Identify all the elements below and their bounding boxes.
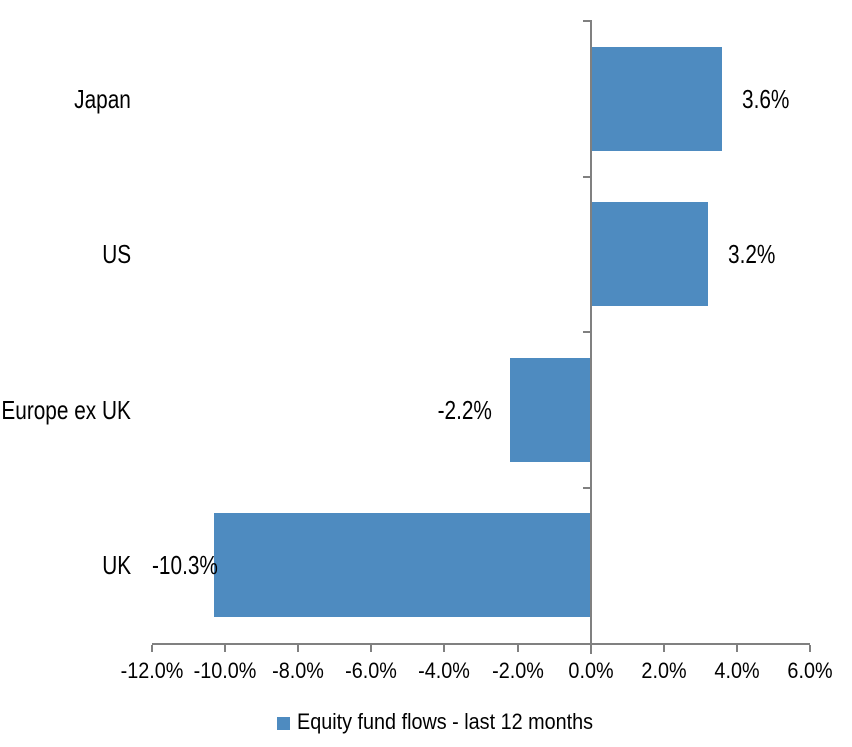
legend-swatch: [277, 717, 290, 730]
legend-label: Equity fund flows - last 12 months: [297, 709, 594, 734]
data-label-europe-ex-uk: -2.2%: [437, 394, 493, 425]
x-axis-tick: [809, 645, 811, 652]
bar-europe-ex-uk: [510, 357, 591, 462]
x-axis-tick: [297, 645, 300, 652]
x-tick-label: 6.0%: [787, 658, 833, 683]
x-axis-tick: [370, 645, 373, 652]
data-label-japan: 3.6%: [742, 83, 790, 114]
category-label-uk: UK: [102, 550, 131, 581]
y-axis-tick: [582, 486, 590, 489]
bar-uk: [214, 513, 591, 618]
category-label-us: US: [102, 239, 131, 270]
x-tick-label: 4.0%: [714, 658, 760, 683]
x-axis-tick: [224, 645, 227, 652]
x-axis-tick: [443, 645, 446, 652]
x-axis-line: [152, 643, 810, 645]
x-axis-tick: [662, 645, 665, 652]
x-axis-tick: [151, 645, 153, 652]
y-axis-tick: [582, 331, 590, 333]
y-axis-tick: [582, 20, 590, 22]
x-tick-label: -12.0%: [120, 658, 184, 683]
x-tick-label: -4.0%: [418, 658, 471, 683]
category-label-japan: Japan: [74, 83, 131, 114]
y-axis-tick: [582, 175, 590, 178]
category-label-europe-ex-uk: Europe ex UK: [1, 394, 132, 425]
x-axis-tick: [735, 645, 738, 652]
bar-us: [590, 202, 708, 307]
x-tick-label: -8.0%: [272, 658, 325, 683]
x-tick-label: 2.0%: [641, 658, 687, 683]
x-tick-label: -10.0%: [193, 658, 257, 683]
y-axis-line: [589, 20, 592, 643]
x-tick-label: -6.0%: [345, 658, 398, 683]
data-label-uk: -10.3%: [152, 550, 218, 581]
bar-japan: [590, 46, 723, 151]
x-axis-tick: [516, 645, 519, 652]
x-axis-tick: [589, 645, 592, 654]
x-tick-label: -2.0%: [491, 658, 544, 683]
data-label-us: 3.2%: [727, 239, 776, 270]
x-tick-label: 0.0%: [568, 658, 614, 683]
